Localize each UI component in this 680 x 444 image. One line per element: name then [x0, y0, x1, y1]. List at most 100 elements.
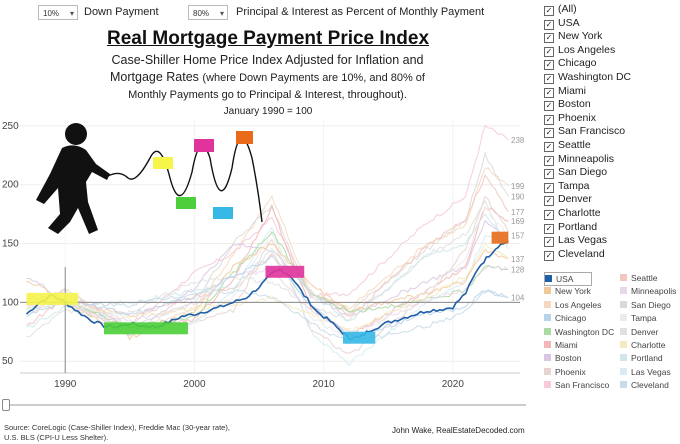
checkbox-icon[interactable]: ✓	[544, 73, 554, 84]
city-checkbox-label: Seattle	[558, 138, 591, 151]
subtitle-line-2b: (where Down Payments are 10%, and 80% of	[202, 72, 425, 84]
legend-label: Denver	[631, 326, 659, 337]
legend-label: Phoenix	[555, 366, 586, 377]
city-checkbox-label: Miami	[558, 84, 586, 97]
legend-label: Charlotte	[631, 340, 666, 350]
city-checkbox-item[interactable]: ✓ Phoenix	[544, 112, 678, 126]
city-checkbox-item[interactable]: ✓ Seattle	[544, 139, 678, 153]
highlight-band	[342, 331, 376, 344]
checkbox-icon[interactable]: ✓	[544, 128, 554, 139]
legend-swatch	[620, 274, 627, 281]
city-checkbox-item[interactable]: ✓ San Francisco	[544, 125, 678, 139]
city-checkbox-item[interactable]: ✓ Chicago	[544, 57, 678, 71]
checkbox-icon[interactable]: ✓	[544, 6, 554, 16]
down-payment-value: 10%	[43, 9, 60, 18]
legend-item[interactable]: Miami	[544, 339, 578, 351]
checkbox-icon[interactable]: ✓	[544, 196, 554, 207]
date-range-slider-thumb[interactable]	[2, 399, 10, 411]
legend-label: Washington DC	[555, 326, 615, 337]
legend-item[interactable]: Los Angeles	[544, 299, 601, 311]
legend-swatch	[544, 341, 551, 348]
city-checkbox-label: Cleveland	[558, 247, 605, 260]
legend-item[interactable]: San Diego	[620, 299, 671, 311]
walking-man-illustration	[36, 123, 263, 234]
legend-label: Portland	[631, 353, 663, 364]
wave-marker-yellow	[153, 157, 173, 169]
legend-item[interactable]: Portland	[620, 352, 663, 364]
wave-marker-cyan	[213, 207, 233, 219]
y-tick-label: 50	[2, 356, 14, 367]
x-tick-label: 2020	[442, 379, 465, 390]
city-checkbox-item[interactable]: ✓ (All)	[544, 3, 678, 17]
principal-interest-select[interactable]: 80% ▾	[188, 5, 228, 20]
legend-item[interactable]: Boston	[544, 352, 581, 364]
legend-item[interactable]: New York	[544, 285, 591, 297]
legend-swatch	[544, 300, 551, 308]
date-range-slider-track[interactable]	[6, 404, 526, 406]
city-checkbox-item[interactable]: ✓ Washington DC	[544, 71, 678, 85]
checkbox-icon[interactable]: ✓	[544, 169, 554, 180]
city-series-line	[26, 205, 509, 341]
end-value-label: 190	[511, 192, 525, 201]
down-payment-select[interactable]: 10% ▾	[38, 5, 78, 20]
city-checkbox-item[interactable]: ✓ Charlotte	[544, 207, 678, 221]
city-checkbox-item[interactable]: ✓ Denver	[544, 193, 678, 207]
legend-item[interactable]: Phoenix	[544, 366, 586, 378]
checkbox-icon[interactable]: ✓	[544, 250, 554, 261]
city-checkbox-item[interactable]: ✓ San Diego	[544, 166, 678, 180]
legend-label: Cleveland	[631, 380, 669, 391]
end-value-label: 128	[511, 265, 525, 274]
legend-item[interactable]: Seattle	[620, 272, 657, 284]
legend-label: New York	[555, 286, 591, 297]
checkbox-icon[interactable]: ✓	[544, 101, 554, 112]
checkbox-icon[interactable]: ✓	[544, 87, 554, 98]
legend-item[interactable]: Las Vegas	[620, 366, 671, 378]
checkbox-icon[interactable]: ✓	[544, 155, 554, 166]
city-checkbox-item[interactable]: ✓ Minneapolis	[544, 153, 678, 167]
end-value-label: 199	[511, 182, 525, 191]
rope-wave	[107, 137, 263, 223]
y-tick-label: 250	[2, 121, 19, 132]
y-tick-label: 150	[2, 239, 19, 250]
usa-line-group	[25, 240, 509, 341]
checkbox-icon[interactable]: ✓	[544, 141, 554, 152]
checkbox-icon[interactable]: ✓	[544, 60, 554, 71]
legend-item[interactable]: Charlotte	[620, 339, 666, 351]
x-tick-label: 2000	[183, 379, 206, 390]
legend-item[interactable]: USA	[544, 272, 593, 286]
legend-item[interactable]: Minneapolis	[620, 285, 676, 297]
legend-item[interactable]: San Francisco	[544, 379, 609, 391]
legend-swatch	[620, 381, 627, 389]
city-checkbox-label: (All)	[558, 3, 577, 15]
checkbox-icon[interactable]: ✓	[544, 237, 554, 248]
legend-item[interactable]: Denver	[620, 326, 658, 338]
city-checkbox-item[interactable]: ✓ Tampa	[544, 180, 678, 194]
legend-item[interactable]: Cleveland	[620, 379, 669, 391]
end-value-label: 177	[511, 208, 525, 217]
axis-labels: 50 100 150 200 250 1990 2000 2010 2020	[2, 121, 464, 390]
down-payment-label: Down Payment	[84, 6, 159, 18]
city-checkbox-item[interactable]: ✓ Los Angeles	[544, 44, 678, 58]
checkbox-icon[interactable]: ✓	[544, 114, 554, 125]
checkbox-icon[interactable]: ✓	[544, 46, 554, 57]
checkbox-icon[interactable]: ✓	[544, 33, 554, 44]
checkbox-icon[interactable]: ✓	[544, 209, 554, 220]
city-checkbox-item[interactable]: ✓ New York	[544, 30, 678, 44]
city-checkbox-item[interactable]: ✓ Portland	[544, 221, 678, 235]
city-checkbox-item[interactable]: ✓ Miami	[544, 85, 678, 99]
city-checkbox-item[interactable]: ✓ Boston	[544, 98, 678, 112]
x-tick-label: 1990	[54, 379, 77, 390]
city-checkbox-item[interactable]: ✓ Cleveland	[544, 248, 678, 262]
y-tick-label: 200	[2, 180, 19, 191]
checkbox-icon[interactable]: ✓	[544, 19, 554, 30]
legend-item[interactable]: Tampa	[620, 312, 657, 324]
checkbox-icon[interactable]: ✓	[544, 182, 554, 193]
legend-item[interactable]: Chicago	[544, 312, 586, 324]
legend-swatch	[620, 287, 627, 295]
legend-item[interactable]: Washington DC	[544, 326, 614, 338]
legend-label: San Diego	[631, 299, 671, 310]
city-checkbox-item[interactable]: ✓ Las Vegas	[544, 234, 678, 248]
checkbox-icon[interactable]: ✓	[544, 223, 554, 234]
end-value-label: 157	[511, 231, 525, 240]
city-checkbox-item[interactable]: ✓ USA	[544, 17, 678, 31]
